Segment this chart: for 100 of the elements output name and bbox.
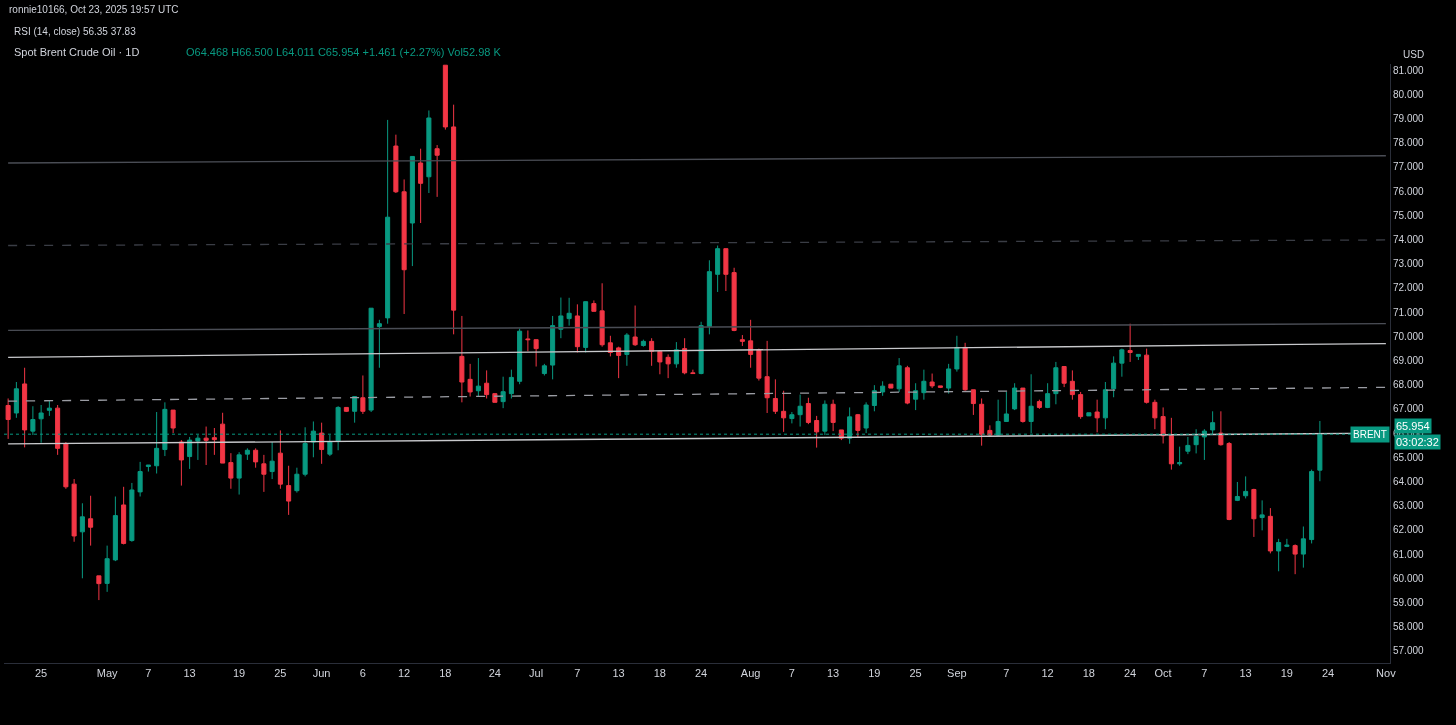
candlestick bbox=[649, 337, 655, 367]
x-tick-label: 24 bbox=[1124, 667, 1137, 680]
candlestick bbox=[71, 478, 77, 543]
candlestick bbox=[203, 426, 209, 466]
candlestick bbox=[1078, 391, 1084, 420]
candlestick bbox=[376, 319, 382, 369]
candlestick bbox=[1069, 369, 1075, 401]
candlestick bbox=[508, 369, 514, 399]
candlestick bbox=[1259, 499, 1265, 531]
candlestick bbox=[1276, 538, 1282, 572]
x-tick-label: 12 bbox=[398, 667, 411, 680]
candlestick bbox=[13, 381, 19, 419]
x-tick-label: 7 bbox=[145, 667, 152, 680]
candlestick bbox=[261, 454, 267, 493]
candlestick bbox=[690, 369, 696, 375]
candlestick bbox=[1234, 481, 1240, 502]
candlestick bbox=[211, 427, 217, 456]
candlestick bbox=[682, 337, 688, 375]
candlestick bbox=[1177, 446, 1183, 467]
x-tick-label: 19 bbox=[233, 667, 246, 680]
candlestick bbox=[871, 384, 877, 412]
candlestick bbox=[1086, 412, 1092, 417]
x-tick-label: May bbox=[96, 667, 119, 680]
candlestick bbox=[1226, 441, 1232, 521]
candlestick bbox=[541, 363, 547, 376]
x-tick-label: Oct bbox=[1154, 667, 1172, 680]
candlestick bbox=[970, 389, 976, 416]
candlestick bbox=[112, 495, 118, 562]
candlestick bbox=[929, 373, 935, 389]
candlestick bbox=[805, 397, 811, 425]
candlestick bbox=[46, 399, 52, 417]
candlestick bbox=[698, 321, 704, 375]
candlestick bbox=[979, 397, 985, 447]
candlestick bbox=[574, 303, 580, 353]
candlestick bbox=[517, 328, 523, 385]
x-tick-label: 24 bbox=[695, 667, 708, 680]
y-tick-label: 76.000 bbox=[1393, 185, 1425, 197]
candlestick bbox=[401, 178, 407, 315]
x-tick-label: 25 bbox=[909, 667, 922, 680]
x-tick-label: 6 bbox=[359, 667, 366, 680]
candlestick bbox=[1152, 399, 1158, 430]
y-tick-label: 73.000 bbox=[1393, 258, 1425, 270]
candlestick bbox=[294, 467, 300, 494]
text: 65.954 bbox=[1396, 420, 1430, 432]
chart-subtitle: O64.468 H66.500 L64.011 C65.954 +1.461 (+2.27%) Vol52.98 K bbox=[186, 46, 502, 58]
text: USD bbox=[1403, 49, 1425, 60]
x-tick-label: 19 bbox=[1280, 667, 1294, 680]
candlestick bbox=[1300, 526, 1306, 569]
y-tick-label: 64.000 bbox=[1393, 475, 1425, 487]
candlestick bbox=[1061, 366, 1067, 388]
y-tick-label: 79.000 bbox=[1393, 112, 1425, 124]
ref-line-label: BRENT bbox=[1353, 429, 1387, 440]
candlestick bbox=[946, 363, 952, 395]
y-tick-label: 75.000 bbox=[1393, 209, 1425, 221]
candlestick bbox=[426, 109, 432, 194]
candlestick bbox=[1144, 348, 1150, 405]
candlestick bbox=[624, 332, 630, 367]
x-tick-label: 18 bbox=[1082, 667, 1096, 680]
candlestick bbox=[640, 339, 646, 348]
candlestick bbox=[863, 401, 869, 434]
candlestick bbox=[558, 297, 564, 339]
x-tick-label: Jul bbox=[529, 667, 544, 680]
candlestick bbox=[937, 385, 943, 389]
y-tick-label: 60.000 bbox=[1393, 572, 1425, 584]
candlestick bbox=[137, 461, 143, 497]
candlestick bbox=[145, 464, 151, 473]
candlestick bbox=[5, 397, 11, 440]
candlestick bbox=[500, 376, 506, 409]
candlestick bbox=[1119, 348, 1125, 378]
y-tick-label: 81.000 bbox=[1393, 64, 1425, 76]
candlestick bbox=[409, 155, 415, 267]
candlestick bbox=[855, 413, 861, 438]
candlestick bbox=[228, 452, 234, 490]
candlestick bbox=[1020, 387, 1026, 424]
y-tick-label: 67.000 bbox=[1393, 403, 1425, 415]
candlestick bbox=[1012, 382, 1018, 411]
candlestick bbox=[1267, 507, 1273, 554]
candlestick bbox=[748, 319, 754, 369]
y-tick-label: 57.000 bbox=[1393, 645, 1425, 657]
y-tick-label: 65.000 bbox=[1393, 451, 1425, 463]
candlestick bbox=[484, 369, 490, 399]
x-tick-label: 12 bbox=[1041, 667, 1054, 680]
candlestick bbox=[921, 369, 927, 401]
y-tick-label: 70.000 bbox=[1393, 330, 1425, 342]
candlestick bbox=[269, 441, 275, 480]
x-tick-label: 24 bbox=[1322, 667, 1335, 680]
candlestick bbox=[1102, 381, 1108, 430]
candlestick bbox=[1053, 361, 1059, 405]
x-tick-label: 24 bbox=[488, 667, 502, 680]
candlestick bbox=[492, 393, 498, 403]
candlestick bbox=[880, 380, 886, 397]
candlestick bbox=[1094, 399, 1100, 433]
candlestick bbox=[1003, 391, 1009, 422]
candlestick bbox=[22, 367, 28, 448]
candlestick bbox=[772, 378, 778, 415]
candlestick bbox=[1111, 355, 1117, 398]
x-tick-label: 7 bbox=[574, 667, 581, 680]
candlestick bbox=[319, 422, 325, 465]
candlestick bbox=[442, 64, 448, 131]
candlestick bbox=[616, 346, 622, 379]
